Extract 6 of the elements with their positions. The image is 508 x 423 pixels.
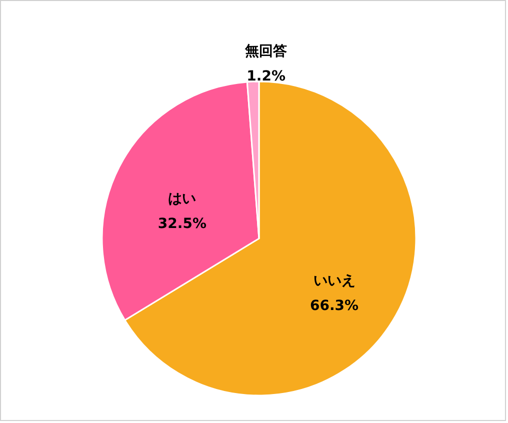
data-label: 66.3%	[310, 298, 359, 314]
slice-label: はい	[168, 191, 196, 208]
data-label: 32.5%	[158, 216, 206, 232]
slice-label: いいえ	[313, 272, 356, 289]
slice-label: 無回答	[244, 44, 288, 60]
data-label: 1.2%	[246, 68, 286, 85]
